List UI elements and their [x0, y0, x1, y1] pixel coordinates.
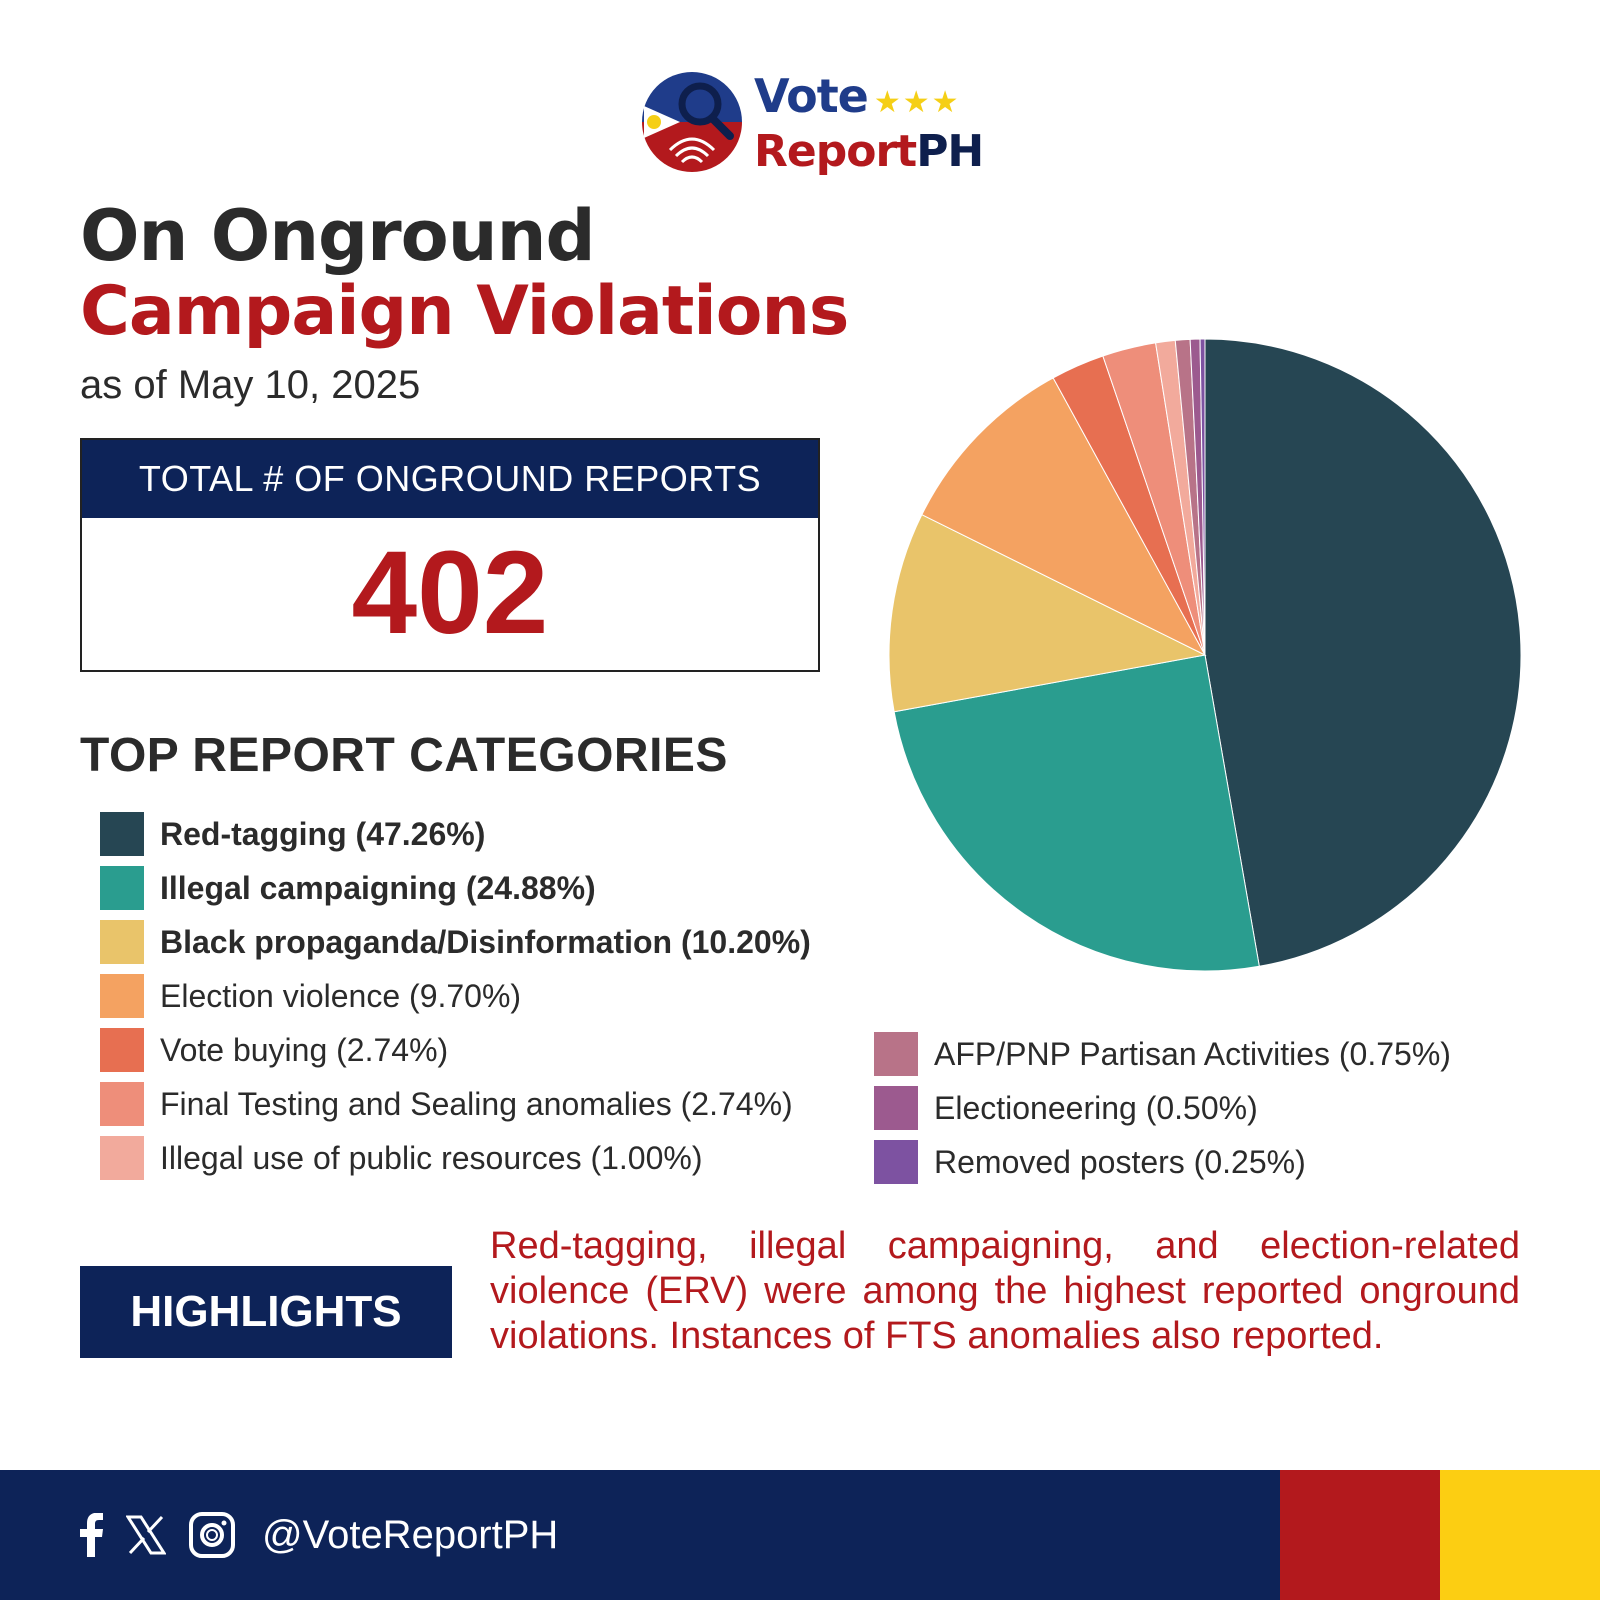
logo-ph-word: PH — [916, 126, 984, 177]
highlights-label: HIGHLIGHTS — [80, 1266, 452, 1358]
categories-heading: TOP REPORT CATEGORIES — [80, 729, 728, 782]
legend-item: Red-tagging (47.26%) — [100, 812, 485, 856]
legend-swatch — [100, 1136, 144, 1180]
legend-swatch — [874, 1086, 918, 1130]
footer-red-block — [1280, 1470, 1440, 1600]
footer-bar: @VoteReportPH — [0, 1470, 1600, 1600]
pie-slice-red-tagging — [1204, 338, 1522, 967]
pie-slice-removed-posters — [1199, 338, 1206, 656]
social-handle[interactable]: @VoteReportPH — [262, 1512, 559, 1557]
legend-swatch — [100, 1028, 144, 1072]
legend-swatch — [100, 974, 144, 1018]
legend-label: Black propaganda/Disinformation (10.20%) — [160, 923, 811, 960]
legend-item: Removed posters (0.25%) — [874, 1140, 1306, 1184]
legend-label: Final Testing and Sealing anomalies (2.7… — [160, 1085, 793, 1122]
logo-stars: ★★★ — [873, 85, 961, 120]
legend-swatch — [100, 1082, 144, 1126]
legend-swatch — [100, 920, 144, 964]
total-reports-value: 402 — [351, 527, 549, 659]
legend-swatch — [100, 812, 144, 856]
facebook-icon[interactable] — [78, 1513, 104, 1557]
legend-item: Electioneering (0.50%) — [874, 1086, 1258, 1130]
page-title-line2: Campaign Violations — [80, 272, 849, 351]
legend-item: Black propaganda/Disinformation (10.20%) — [100, 920, 811, 964]
x-icon[interactable] — [126, 1515, 166, 1555]
logo-report-word: Report — [754, 126, 917, 177]
logo-vote-word: Vote — [754, 69, 869, 123]
pie-slice-illegal-campaigning — [893, 654, 1260, 972]
legend-label: Illegal campaigning (24.88%) — [160, 869, 596, 906]
page-title-line1: On Onground — [80, 195, 596, 277]
legend-item: Election violence (9.70%) — [100, 974, 521, 1018]
pie-chart — [888, 338, 1522, 972]
legend-label: Illegal use of public resources (1.00%) — [160, 1139, 703, 1176]
legend-label: Electioneering (0.50%) — [934, 1089, 1258, 1126]
legend-swatch — [874, 1032, 918, 1076]
legend-swatch — [100, 866, 144, 910]
pie-slice-black-propaganda-disinformation — [888, 513, 1207, 713]
legend-item: Illegal campaigning (24.88%) — [100, 866, 596, 910]
pie-slice-election-violence — [921, 377, 1207, 657]
legend-item: AFP/PNP Partisan Activities (0.75%) — [874, 1032, 1451, 1076]
social-links: @VoteReportPH — [78, 1510, 558, 1560]
legend-label: AFP/PNP Partisan Activities (0.75%) — [934, 1035, 1451, 1072]
legend-label: Vote buying (2.74%) — [160, 1031, 449, 1068]
legend-label: Removed posters (0.25%) — [934, 1143, 1306, 1180]
page-subtitle: as of May 10, 2025 — [80, 363, 421, 407]
footer-yellow-block — [1440, 1470, 1600, 1600]
legend-item: Illegal use of public resources (1.00%) — [100, 1136, 703, 1180]
legend-label: Red-tagging (47.26%) — [160, 815, 486, 852]
total-reports-label: TOTAL # OF ONGROUND REPORTS — [82, 440, 818, 518]
logo-emblem-icon — [642, 72, 742, 172]
vote-report-ph-logo: Vote ★★★ ReportPH — [640, 70, 984, 180]
total-reports-box: TOTAL # OF ONGROUND REPORTS 402 — [80, 438, 820, 672]
legend-swatch — [874, 1140, 918, 1184]
legend-item: Final Testing and Sealing anomalies (2.7… — [100, 1082, 793, 1126]
logo-text: Vote ★★★ ReportPH — [754, 69, 984, 177]
highlights-text: Red-tagging, illegal campaigning, and el… — [490, 1225, 1520, 1357]
instagram-icon[interactable] — [188, 1511, 236, 1559]
legend-label: Election violence (9.70%) — [160, 977, 522, 1014]
legend-item: Vote buying (2.74%) — [100, 1028, 448, 1072]
